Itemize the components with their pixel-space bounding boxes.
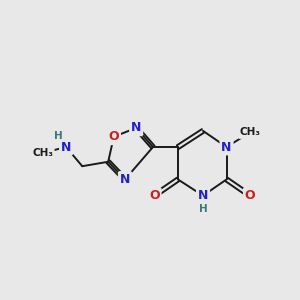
Text: CH₃: CH₃: [240, 127, 261, 137]
Text: N: N: [221, 141, 232, 154]
Text: CH₃: CH₃: [32, 148, 53, 158]
Text: O: O: [149, 189, 160, 202]
Text: N: N: [61, 141, 71, 154]
Text: N: N: [131, 122, 141, 134]
Text: H: H: [54, 131, 63, 141]
Text: O: O: [245, 189, 255, 202]
Text: H: H: [199, 204, 207, 214]
Text: N: N: [198, 189, 208, 202]
Text: O: O: [109, 130, 119, 143]
Text: N: N: [120, 173, 130, 186]
